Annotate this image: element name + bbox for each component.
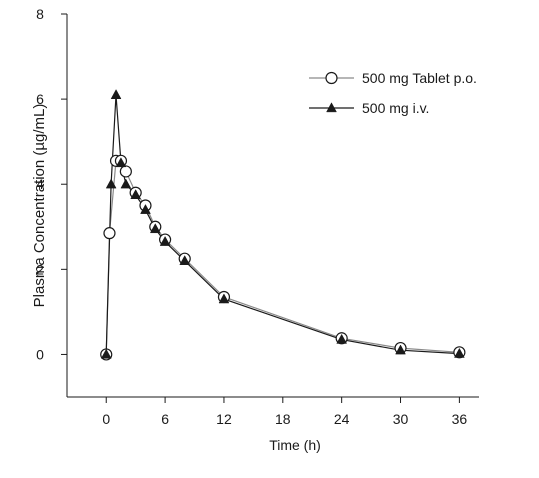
x-tick-label: 18 <box>275 411 291 427</box>
data-point-iv <box>110 89 122 100</box>
series-line-iv <box>105 94 460 355</box>
data-point-iv <box>140 204 151 214</box>
data-point-iv <box>120 178 132 189</box>
data-point-iv <box>115 157 127 168</box>
y-axis-title: Plasma Concentration (µg/mL) <box>31 104 48 308</box>
x-tick-label: 30 <box>393 411 409 427</box>
data-point-iv <box>179 255 191 265</box>
x-tick-label: 0 <box>102 411 110 427</box>
data-point-iv <box>105 178 117 189</box>
legend-label: 500 mg i.v. <box>362 100 429 116</box>
data-point-iv <box>100 348 112 359</box>
y-ticks: 0 2 4 6 8 <box>36 6 67 362</box>
y-tick-label: 2 <box>36 261 44 277</box>
x-tick-label: 12 <box>216 411 232 427</box>
legend-marker-triangle <box>326 102 337 113</box>
x-tick-label: 24 <box>334 411 350 427</box>
x-ticks: 0 6 12 18 24 30 36 <box>102 397 467 427</box>
y-tick-label: 0 <box>36 346 44 362</box>
y-tick-label: 6 <box>36 91 44 107</box>
series-layer <box>100 89 466 361</box>
legend-label: 500 mg Tablet p.o. <box>362 70 477 86</box>
data-point-iv <box>130 189 142 200</box>
data-point-iv <box>395 344 406 355</box>
x-tick-label: 36 <box>452 411 468 427</box>
y-tick-label: 8 <box>36 6 44 22</box>
data-point-tablet-po <box>119 165 132 178</box>
data-point-iv <box>149 223 161 234</box>
legend: 500 mg Tablet p.o. 500 mg i.v. <box>309 70 477 116</box>
x-tick-label: 6 <box>161 411 169 427</box>
data-point-iv <box>336 333 348 344</box>
data-point-iv <box>454 347 465 358</box>
x-axis-title: Time (h) <box>269 437 321 453</box>
y-tick-label: 4 <box>36 176 44 192</box>
data-point-iv <box>218 293 230 304</box>
data-point-tablet-po <box>103 227 116 240</box>
data-point-iv <box>159 235 171 246</box>
series-line-tablet-po <box>105 160 460 355</box>
legend-marker-circle <box>325 71 338 85</box>
